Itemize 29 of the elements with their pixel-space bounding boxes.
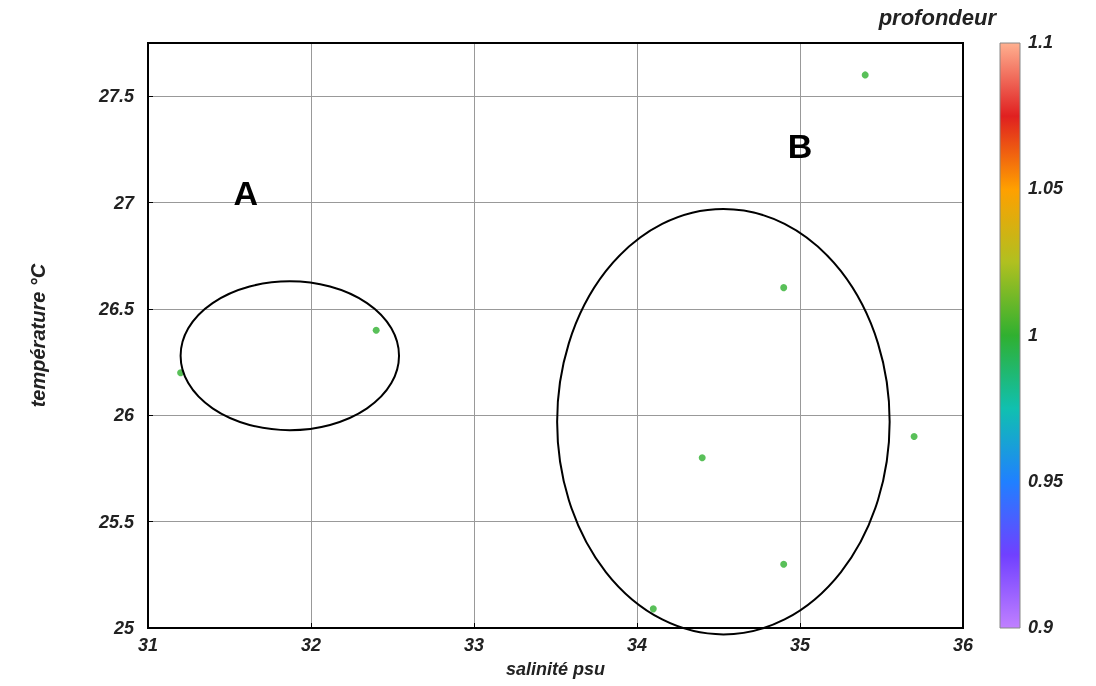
color-bar-label: 0.95 bbox=[1028, 470, 1065, 491]
x-tick-label: 35 bbox=[789, 635, 811, 655]
annotation: B bbox=[787, 127, 813, 166]
point bbox=[698, 454, 706, 462]
x-tick-label: 33 bbox=[463, 635, 485, 655]
color-bar-label: 1.1 bbox=[1028, 32, 1054, 52]
point bbox=[780, 284, 788, 292]
x-tick-label: 36 bbox=[952, 635, 974, 655]
x-tick-label: 32 bbox=[300, 635, 322, 655]
color-bar-label: 1.05 bbox=[1028, 178, 1065, 199]
y-tick-label: 26 bbox=[112, 405, 135, 426]
point bbox=[372, 326, 380, 334]
x-tick-label: 31 bbox=[137, 635, 159, 655]
point bbox=[910, 433, 918, 441]
y-tick-label: 25 bbox=[112, 618, 135, 638]
y-tick-label: 26.5 bbox=[97, 298, 135, 319]
y-tick-label: 25.5 bbox=[97, 511, 135, 532]
color-bar-label: 1 bbox=[1028, 324, 1039, 345]
y-axis-title: température °C bbox=[27, 263, 49, 408]
y-tick-label: 27.5 bbox=[97, 86, 135, 107]
point bbox=[780, 560, 788, 568]
color-bar-label: 0.9 bbox=[1028, 617, 1054, 637]
x-tick-label: 34 bbox=[626, 635, 648, 655]
x-axis-title: salinité psu bbox=[505, 659, 606, 679]
point bbox=[861, 71, 869, 79]
annotation: A bbox=[233, 174, 259, 213]
color-bar-title: profondeur bbox=[877, 4, 998, 30]
point bbox=[649, 605, 657, 613]
y-tick-label: 27 bbox=[112, 192, 135, 213]
